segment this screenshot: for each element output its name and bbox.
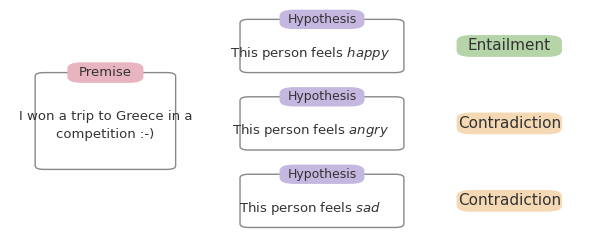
Text: Contradiction: Contradiction bbox=[458, 193, 561, 208]
Text: I won a trip to Greece in a
competition :-): I won a trip to Greece in a competition … bbox=[19, 110, 192, 141]
FancyBboxPatch shape bbox=[280, 87, 364, 106]
FancyBboxPatch shape bbox=[280, 10, 364, 29]
FancyBboxPatch shape bbox=[240, 97, 404, 150]
FancyBboxPatch shape bbox=[457, 35, 562, 57]
Text: This person feels $\it{angry}$: This person feels $\it{angry}$ bbox=[232, 122, 389, 139]
Text: Hypothesis: Hypothesis bbox=[287, 90, 356, 103]
FancyBboxPatch shape bbox=[280, 165, 364, 184]
FancyBboxPatch shape bbox=[457, 113, 562, 134]
FancyBboxPatch shape bbox=[240, 19, 404, 73]
Text: Entailment: Entailment bbox=[468, 38, 551, 53]
Text: Hypothesis: Hypothesis bbox=[287, 168, 356, 181]
Text: This person feels $\it{sad}$: This person feels $\it{sad}$ bbox=[239, 200, 382, 217]
FancyBboxPatch shape bbox=[240, 174, 404, 227]
FancyBboxPatch shape bbox=[35, 73, 176, 169]
Text: This person feels $\it{happy}$: This person feels $\it{happy}$ bbox=[230, 45, 390, 62]
Text: Premise: Premise bbox=[79, 66, 132, 79]
FancyBboxPatch shape bbox=[457, 190, 562, 212]
Text: Contradiction: Contradiction bbox=[458, 116, 561, 131]
FancyBboxPatch shape bbox=[67, 62, 143, 83]
Text: Hypothesis: Hypothesis bbox=[287, 13, 356, 26]
